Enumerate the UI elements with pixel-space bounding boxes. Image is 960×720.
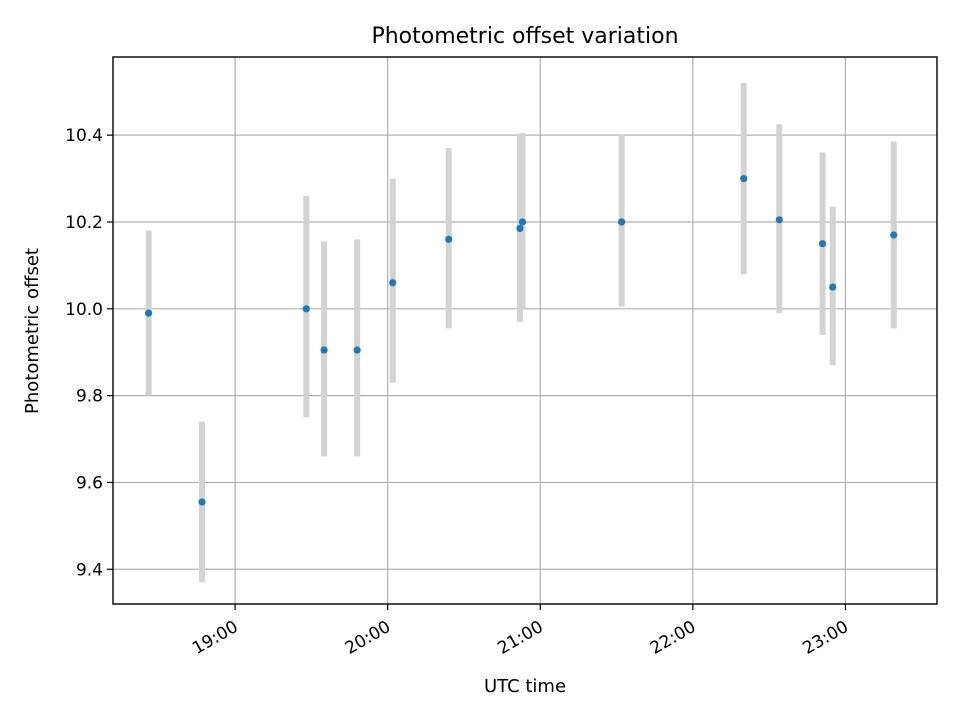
data-point: [145, 309, 153, 317]
data-point: [302, 305, 310, 313]
data-point: [445, 235, 453, 243]
data-point: [829, 283, 837, 291]
data-point: [198, 498, 206, 506]
y-axis-label: Photometric offset: [22, 248, 43, 414]
y-tick-label: 10.2: [65, 213, 103, 233]
data-point: [890, 231, 898, 239]
plot-area-frame: [112, 56, 938, 605]
y-tick-label: 10.0: [65, 300, 103, 320]
data-point: [353, 346, 361, 354]
y-tick-label: 10.4: [65, 126, 103, 146]
data-point: [775, 216, 783, 224]
data-points: [145, 174, 898, 506]
data-point: [740, 174, 748, 183]
y-tick-label: 9.6: [76, 473, 103, 493]
data-point: [516, 224, 524, 233]
y-tick-label: 9.8: [76, 387, 103, 407]
data-point: [618, 218, 626, 226]
data-point: [818, 240, 827, 248]
data-point: [389, 279, 397, 287]
y-tick-label: 9.4: [76, 560, 103, 580]
chart-title: Photometric offset variation: [371, 24, 678, 49]
x-axis-label: UTC time: [484, 676, 566, 697]
data-point: [320, 346, 328, 354]
data-point: [518, 218, 527, 226]
